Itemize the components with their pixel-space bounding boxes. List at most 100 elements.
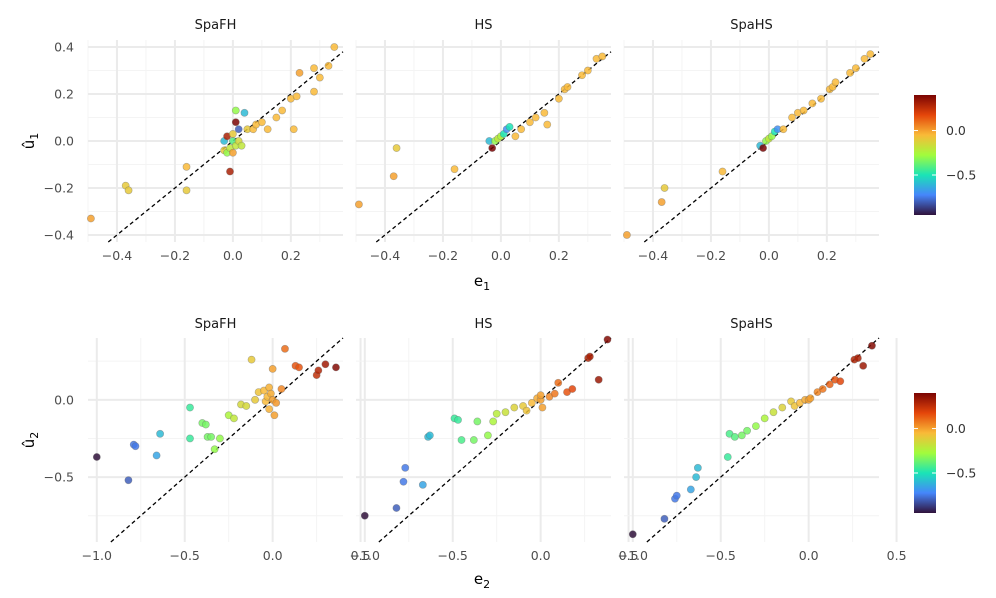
x-axis-title-row-1: e1 [474, 272, 490, 293]
data-point [231, 106, 240, 115]
x-tick-label: 0.2 [549, 248, 569, 263]
y-tick-label: 0.0 [54, 134, 74, 149]
data-point [469, 436, 478, 444]
panel-spahs-row-1: SpaHS −0.4 −0.2 0.0 0.2 [622, 18, 880, 263]
data-point [540, 108, 549, 117]
data-point [289, 125, 298, 134]
data-point [628, 530, 637, 539]
x-tick-label: −0.5 [170, 548, 200, 563]
data-point [321, 360, 330, 369]
data-point [473, 417, 482, 426]
data-point [263, 125, 272, 134]
data-point [693, 463, 702, 472]
x-tick-label: −0.2 [428, 248, 458, 263]
colorbar-row-1: 0.0 −0.5 [914, 95, 976, 215]
colorbar-row-2: 0.0 −0.5 [914, 393, 976, 513]
data-point [568, 385, 577, 393]
data-point [492, 409, 501, 418]
data-point [489, 417, 498, 426]
data-point [488, 144, 497, 152]
reference-line-y-equals-x [646, 337, 880, 543]
reference-line-y-equals-x [643, 51, 880, 243]
data-point [310, 87, 318, 96]
y-tick-label: −0.5 [44, 470, 74, 485]
x-tick-label: −1.0 [350, 548, 380, 563]
x-tick-label: 0.0 [223, 248, 243, 263]
data-point [418, 480, 427, 489]
data-point [868, 341, 876, 350]
data-point [851, 64, 860, 73]
data-point [310, 64, 318, 73]
data-point [825, 380, 834, 389]
data-point [215, 434, 224, 443]
data-point [392, 144, 401, 152]
data-point [505, 123, 514, 131]
data-point [228, 148, 237, 157]
data-point [278, 106, 287, 115]
data-point [332, 363, 340, 372]
data-point [554, 94, 563, 103]
x-tick-label: 0.0 [799, 548, 819, 563]
x-tick-label: 0.0 [759, 248, 779, 263]
data-point [324, 61, 333, 70]
data-point [124, 476, 133, 485]
data-point [723, 453, 732, 461]
x-tick-label: −0.2 [696, 248, 726, 263]
colorbar-tick-label: −0.5 [946, 466, 976, 481]
data-point [583, 66, 592, 75]
panel-hs-row-1: HS −0.4 −0.2 0.0 0.2 [354, 18, 612, 263]
data-point [281, 344, 289, 353]
x-tick-label: 0.2 [281, 248, 301, 263]
colorbar-gradient [914, 393, 936, 513]
data-point [501, 408, 510, 417]
data-point [510, 403, 519, 412]
x-tick-label: 0.5 [619, 548, 639, 563]
data-point [295, 363, 303, 372]
panel-hs-row-2: HS −1.0 −0.5 0.0 0.5 [350, 317, 639, 563]
y-tick-label: 0.2 [54, 87, 74, 102]
data-point [692, 473, 701, 481]
y-tick-label: −0.4 [44, 227, 74, 242]
x-tick-label: 0.2 [817, 248, 837, 263]
data-point [124, 186, 133, 195]
data-point [182, 186, 191, 195]
data-point [399, 477, 408, 486]
data-point [846, 68, 854, 77]
data-point [779, 125, 788, 134]
data-point [210, 445, 219, 454]
data-point [265, 405, 274, 413]
data-point [751, 422, 760, 430]
data-point [522, 406, 531, 415]
data-point [817, 94, 825, 103]
data-point [831, 78, 840, 87]
facet-title: HS [474, 18, 492, 33]
x-tick-label: −0.4 [370, 248, 400, 263]
data-point [853, 354, 862, 362]
data-point [401, 463, 410, 472]
data-point [242, 402, 251, 410]
facet-title: SpaHS [730, 317, 773, 332]
data-point [156, 429, 165, 438]
panel-spafh-row-2: SpaFH −1.0 −0.5 0.0 0.5 0.0 −0.5 [44, 317, 371, 563]
data-point [686, 485, 695, 494]
data-point [92, 453, 101, 461]
data-point [836, 377, 845, 386]
y-tick-label: −0.2 [44, 180, 74, 195]
data-point [251, 395, 259, 404]
data-point [292, 92, 301, 101]
data-point [186, 403, 194, 412]
data-point [330, 43, 339, 51]
data-point [554, 378, 563, 387]
data-point [730, 433, 739, 441]
y-axis-title-row-1: û1 [20, 133, 41, 150]
y-tick-label: 0.0 [54, 392, 74, 407]
data-point [86, 214, 95, 223]
x-axis-title-row-2: e2 [474, 570, 490, 591]
data-point [247, 355, 256, 364]
data-point [182, 162, 191, 171]
x-tick-label: 0.0 [263, 548, 283, 563]
data-point [603, 335, 612, 344]
data-point [240, 108, 249, 117]
data-point [585, 352, 594, 361]
data-point [201, 420, 210, 429]
